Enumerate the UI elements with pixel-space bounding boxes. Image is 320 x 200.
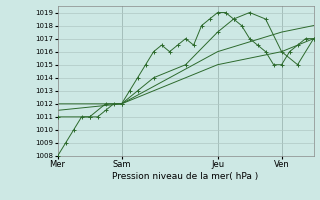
X-axis label: Pression niveau de la mer( hPa ): Pression niveau de la mer( hPa ) bbox=[112, 172, 259, 181]
